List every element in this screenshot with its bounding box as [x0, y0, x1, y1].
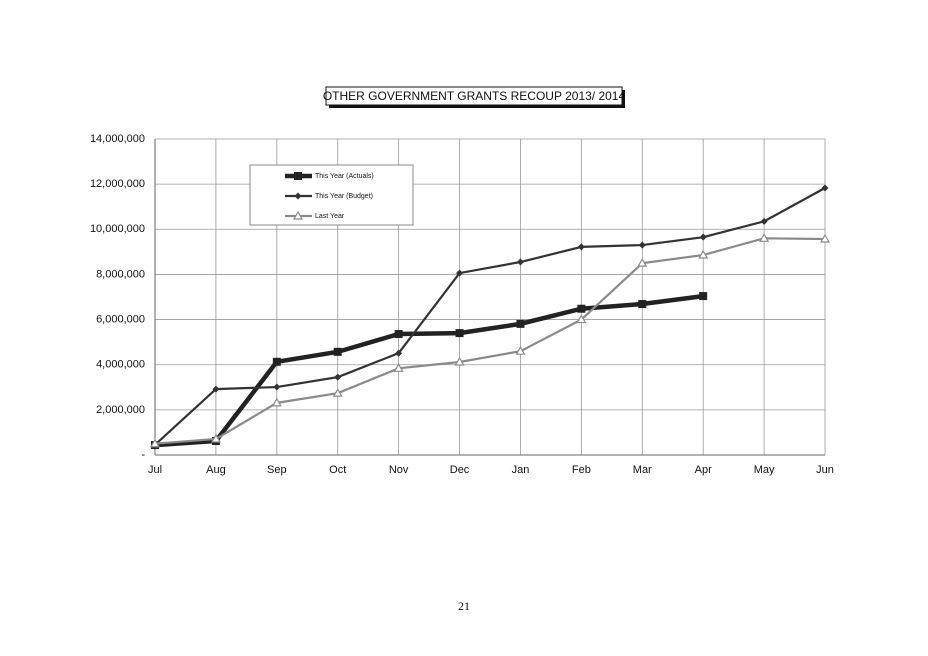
marker	[516, 258, 524, 266]
y-tick-label: 8,000,000	[96, 268, 145, 280]
marker	[334, 373, 342, 381]
chart-title: OTHER GOVERNMENT GRANTS RECOUP 2013/ 201…	[323, 89, 626, 103]
marker	[577, 304, 586, 313]
y-tick-label: 10,000,000	[90, 223, 145, 235]
marker	[294, 192, 302, 200]
x-tick-label: Dec	[450, 464, 470, 476]
marker	[576, 314, 587, 324]
marker	[760, 217, 768, 225]
series-line	[154, 187, 826, 446]
y-tick-label: 4,000,000	[96, 359, 145, 371]
marker	[454, 356, 465, 366]
marker	[395, 349, 403, 357]
marker	[455, 329, 464, 338]
marker	[699, 292, 708, 301]
x-tick-label: Jan	[512, 464, 530, 476]
x-tick-label: Sep	[267, 464, 287, 476]
y-tick-label: -	[141, 449, 145, 461]
page-number: 21	[458, 599, 470, 613]
y-tick-label: 2,000,000	[96, 404, 145, 416]
marker	[638, 299, 647, 308]
marker	[332, 387, 343, 397]
x-tick-label: Mar	[633, 464, 652, 476]
marker	[515, 345, 526, 355]
marker	[759, 233, 770, 242]
marker	[210, 433, 221, 443]
x-tick-label: Jun	[816, 464, 834, 476]
marker	[638, 241, 646, 249]
x-tick-label: Apr	[695, 464, 712, 476]
marker	[292, 210, 304, 220]
legend-label: Last Year	[315, 213, 345, 220]
x-tick-label: May	[754, 464, 775, 476]
marker	[456, 269, 464, 277]
marker	[819, 233, 831, 243]
marker	[699, 233, 707, 241]
marker	[212, 385, 220, 393]
title-box	[325, 86, 623, 106]
y-tick-label: 6,000,000	[96, 313, 145, 325]
legend-label: This Year (Actuals)	[315, 173, 374, 180]
marker	[821, 184, 829, 192]
marker	[637, 257, 648, 267]
series-line	[154, 237, 826, 445]
y-tick-label: 12,000,000	[90, 178, 145, 190]
marker	[698, 249, 709, 259]
x-tick-label: Feb	[572, 464, 591, 476]
marker	[333, 347, 342, 356]
legend-label: This Year (Budget)	[315, 193, 373, 200]
marker	[516, 319, 525, 328]
series-line	[154, 293, 704, 448]
marker	[294, 172, 302, 180]
marker	[271, 397, 282, 407]
x-tick-label: Oct	[329, 464, 346, 476]
marker	[393, 363, 404, 372]
x-tick-label: Jul	[148, 464, 162, 476]
x-tick-label: Nov	[389, 464, 409, 476]
marker	[577, 243, 585, 251]
marker	[394, 330, 403, 339]
marker	[272, 357, 281, 366]
x-tick-label: Aug	[206, 464, 226, 476]
legend-box	[249, 164, 414, 226]
marker	[149, 438, 161, 448]
y-tick-label: 14,000,000	[90, 133, 145, 145]
marker	[273, 383, 281, 391]
